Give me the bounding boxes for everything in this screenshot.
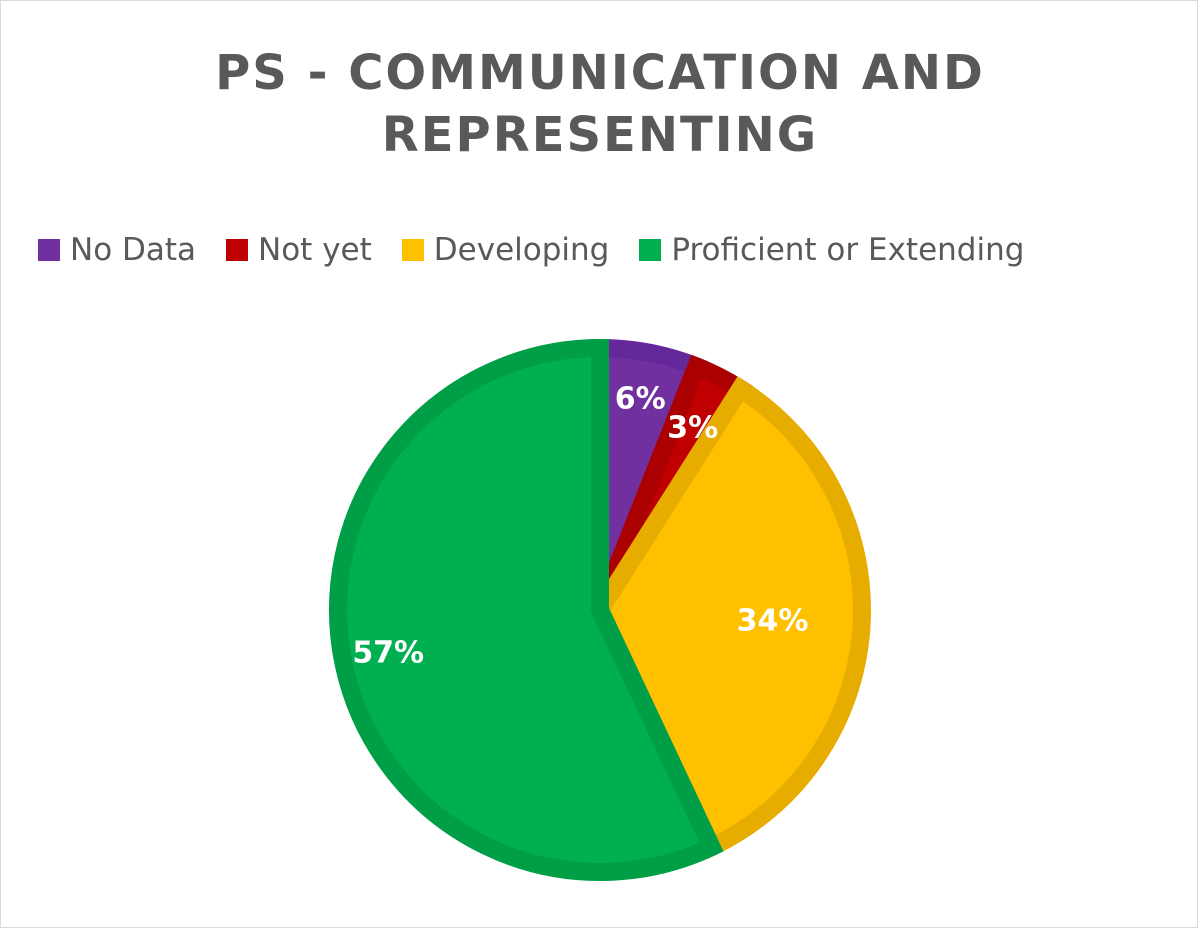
chart-title-line-1: PS - COMMUNICATION AND	[215, 45, 985, 101]
legend-swatch-developing	[401, 239, 424, 261]
legend-label-proficient-or-extending: Proficient or Extending	[671, 232, 1025, 268]
data-label-proficient-or-extending: 57%	[352, 635, 424, 670]
pie-slice-proficient-or-extending	[329, 338, 724, 881]
data-label-not-yet: 3%	[667, 410, 718, 445]
legend-swatch-not-yet	[226, 239, 249, 261]
legend-label-no-data: No Data	[70, 232, 197, 268]
legend-item-not-yet: Not yet	[226, 232, 372, 268]
data-label-no-data: 6%	[615, 381, 666, 416]
chart-legend: No Data Not yet Developing Proficient or…	[38, 228, 1054, 272]
chart-title-line-2: REPRESENTING	[381, 107, 819, 163]
legend-swatch-no-data	[38, 239, 60, 261]
legend-item-proficient-or-extending: Proficient or Extending	[639, 232, 1024, 268]
legend-item-no-data: No Data	[38, 232, 196, 268]
legend-label-not-yet: Not yet	[258, 232, 372, 268]
legend-item-developing: Developing	[401, 232, 610, 268]
data-label-developing: 34%	[737, 603, 809, 638]
chart-title: PS - COMMUNICATION AND REPRESENTING	[0, 42, 1200, 166]
legend-swatch-proficient-or-extending	[639, 239, 662, 261]
legend-label-developing: Developing	[433, 232, 610, 268]
